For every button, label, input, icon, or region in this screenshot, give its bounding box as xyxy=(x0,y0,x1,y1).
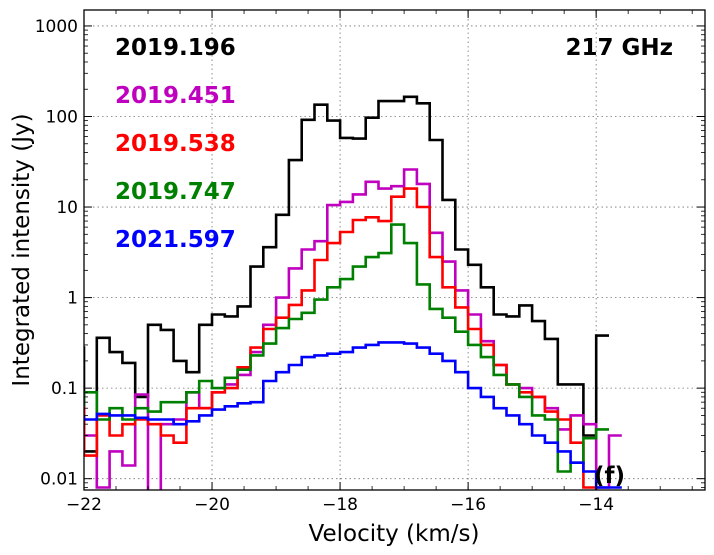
x-tick-label: −18 xyxy=(322,495,358,515)
y-tick-label: 1 xyxy=(67,289,78,309)
y-axis-label: Integrated intensity (Jy) xyxy=(9,113,35,386)
legend-entry: 2019.196 xyxy=(115,35,236,61)
y-tick-label: 100 xyxy=(46,107,78,127)
series-2019.538 xyxy=(84,187,598,490)
y-tick-label: 10 xyxy=(56,198,78,218)
series-2019.451 xyxy=(84,168,622,490)
x-tick-label: −14 xyxy=(578,495,614,515)
x-tick-label: −16 xyxy=(450,495,486,515)
legend-entry: 2019.538 xyxy=(115,131,236,157)
series-2019.196 xyxy=(84,95,609,453)
x-axis-label: Velocity (km/s) xyxy=(309,521,480,547)
series-2019.747 xyxy=(84,223,609,473)
legend-entry: 2019.451 xyxy=(115,83,236,109)
x-tick-label: −22 xyxy=(66,495,102,515)
frequency-annotation: 217 GHz xyxy=(565,35,673,61)
series-lines xyxy=(84,95,622,490)
y-tick-label: 1000 xyxy=(35,17,78,37)
x-tick-label: −20 xyxy=(194,495,230,515)
series-2021.597 xyxy=(84,341,622,489)
y-tick-label: 0.01 xyxy=(40,470,78,490)
plot-frame xyxy=(83,9,706,491)
y-tick-label: 0.1 xyxy=(51,379,78,399)
legend-entry: 2019.747 xyxy=(115,179,236,205)
legend-entry: 2021.597 xyxy=(115,227,236,253)
legend: 2019.196 2019.451 2019.538 2019.747 2021.597 xyxy=(115,35,236,253)
panel-label: (f) xyxy=(594,463,625,489)
axis-ticks xyxy=(83,10,705,490)
tick-labels: −22 −20 −18 −16 −14 0.01 0.1 1 10 100 1000 xyxy=(35,17,614,515)
